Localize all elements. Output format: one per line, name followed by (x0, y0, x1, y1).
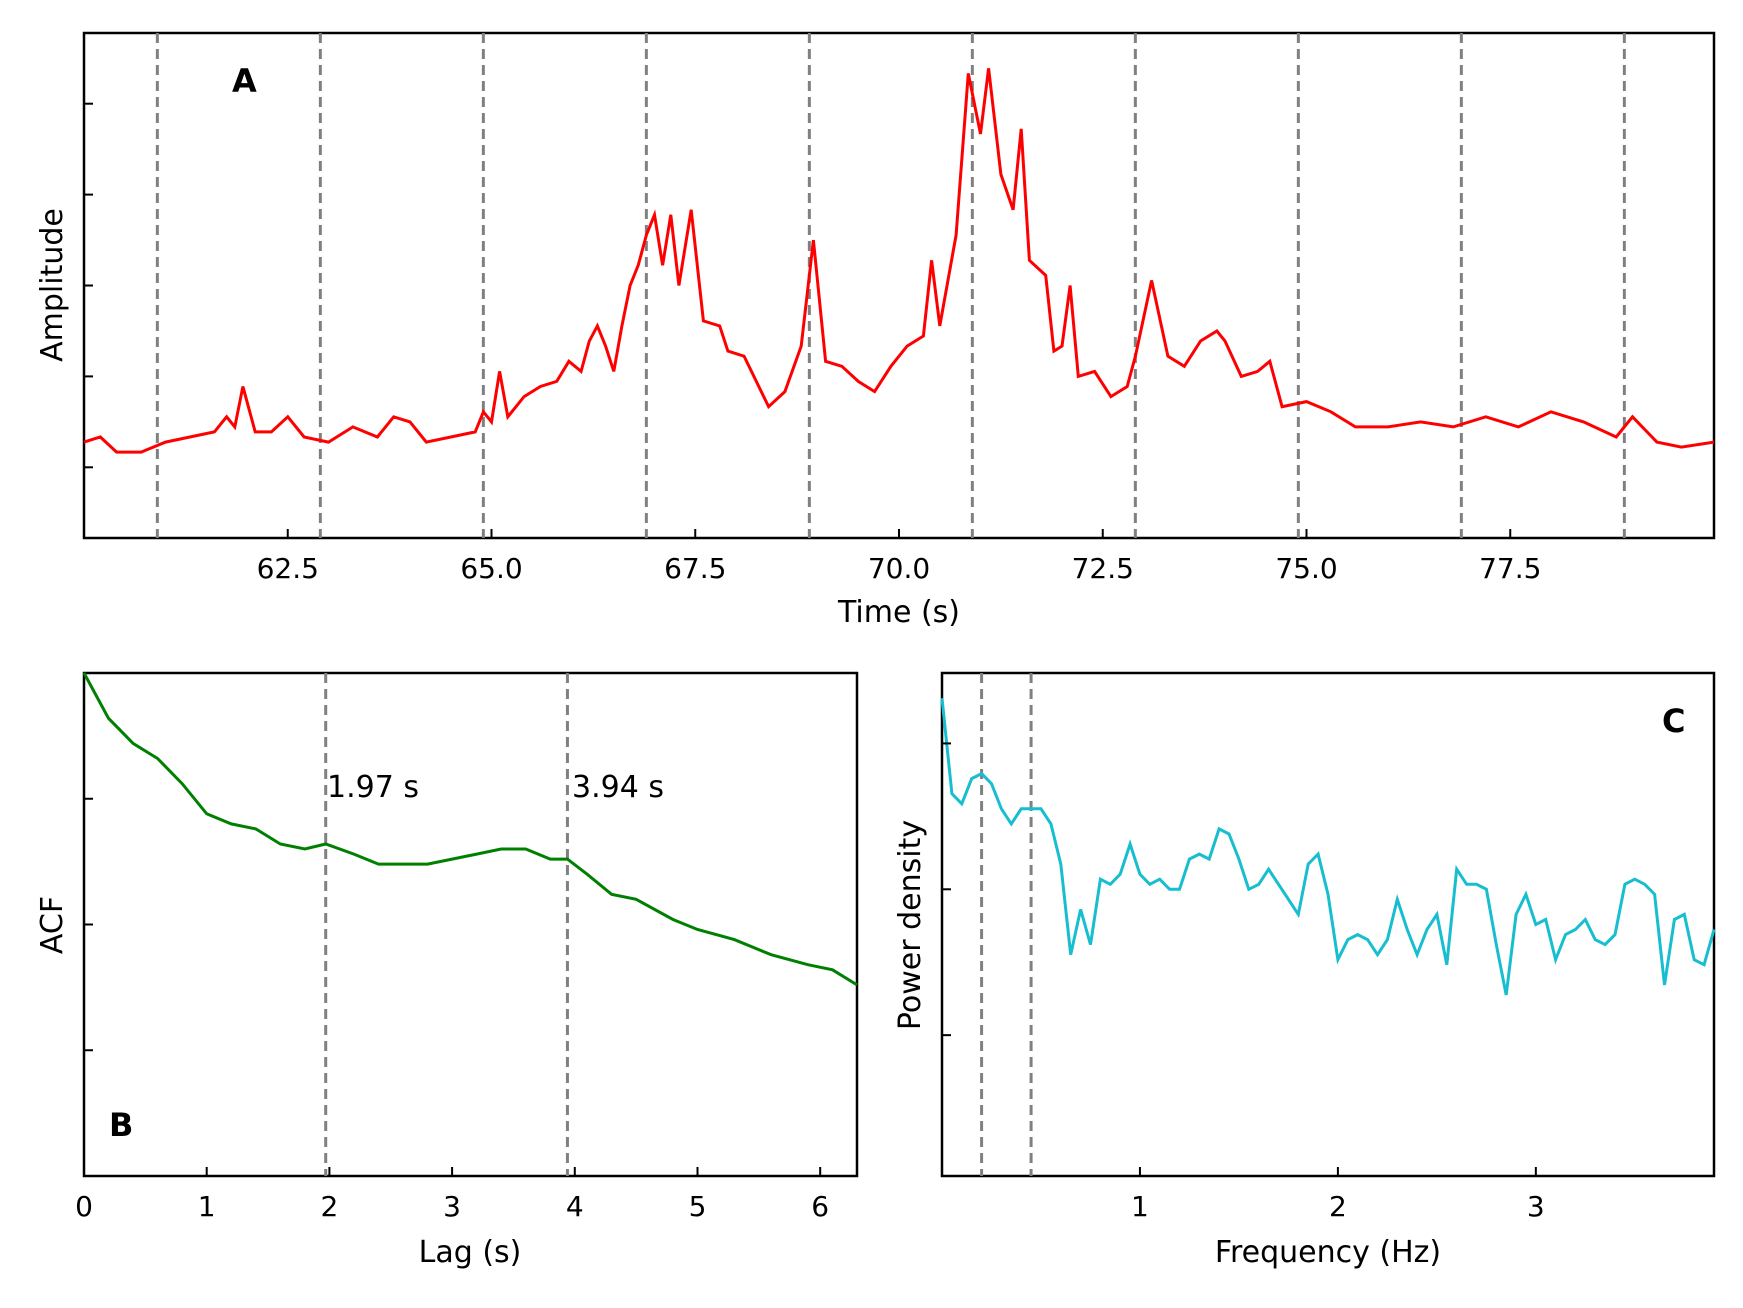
panel-b-xtick-label-1: 1 (198, 1190, 216, 1223)
panel-a: 62.5 65.0 67.5 70.0 72.5 75.0 77.5 A Time (s) … (35, 31, 1716, 630)
panel-c-xtick-label-0: 1 (1131, 1190, 1149, 1223)
panel-a-xtick-label-0: 62.5 (257, 552, 319, 585)
panel-b-xtick-label-3: 3 (443, 1190, 461, 1223)
panel-b-xtick-label-2: 2 (320, 1190, 338, 1223)
panel-b: 0 1 2 3 4 5 6 1.97 s 3.94 s B Lag (s) ACF (35, 671, 859, 1270)
panel-c-y-ticks (942, 742, 951, 1037)
panel-b-frame (82, 671, 859, 1178)
panel-c-xtick-label-1: 2 (1329, 1190, 1347, 1223)
panel-b-xtick-label-4: 4 (566, 1190, 584, 1223)
panel-b-x-ticks: 0 1 2 3 4 5 6 (75, 1167, 829, 1223)
panel-c-power-density-line (940, 698, 1716, 996)
panel-c-xlabel: Frequency (Hz) (1215, 1235, 1441, 1270)
panel-a-y-ticks (84, 102, 93, 469)
panel-c-letter: C (1662, 702, 1685, 740)
panel-b-xlabel: Lag (s) (419, 1235, 522, 1270)
panel-c-xtick-label-2: 3 (1527, 1190, 1545, 1223)
panel-a-xtick-label-5: 75.0 (1275, 552, 1337, 585)
panel-b-y-ticks (84, 797, 93, 1052)
panel-b-xtick-label-0: 0 (75, 1190, 93, 1223)
panel-a-ylabel: Amplitude (35, 208, 70, 362)
panel-a-xtick-label-1: 65.0 (460, 552, 522, 585)
panel-a-letter: A (232, 62, 257, 100)
panel-b-vlines (324, 673, 569, 1176)
panel-a-xtick-label-4: 72.5 (1072, 552, 1134, 585)
panel-a-amplitude-line (83, 68, 1715, 454)
panel-b-letter: B (109, 1106, 133, 1144)
panel-a-xlabel: Time (s) (837, 595, 960, 630)
panel-a-xtick-label-6: 77.5 (1479, 552, 1541, 585)
panel-a-x-ticks: 62.5 65.0 67.5 70.0 72.5 75.0 77.5 (257, 529, 1541, 585)
panel-a-frame (82, 31, 1716, 540)
panel-c-x-ticks: 1 2 3 (1131, 1167, 1545, 1223)
panel-a-xtick-label-3: 70.0 (868, 552, 930, 585)
panel-c: 1 2 3 C Frequency (Hz) Power density (893, 671, 1716, 1270)
panel-b-xtick-label-5: 5 (689, 1190, 707, 1223)
panel-b-annotation-1: 1.97 s (327, 770, 419, 805)
panel-b-ylabel: ACF (35, 896, 70, 954)
panel-c-ylabel: Power density (893, 820, 928, 1030)
panel-a-vlines (155, 33, 1626, 538)
panel-c-vlines (980, 673, 1033, 1176)
panel-a-xtick-label-2: 67.5 (664, 552, 726, 585)
panel-c-frame (940, 671, 1716, 1178)
panel-b-annotation-2: 3.94 s (572, 770, 664, 805)
panel-b-xtick-label-6: 6 (811, 1190, 829, 1223)
panel-b-acf-line (82, 672, 858, 987)
